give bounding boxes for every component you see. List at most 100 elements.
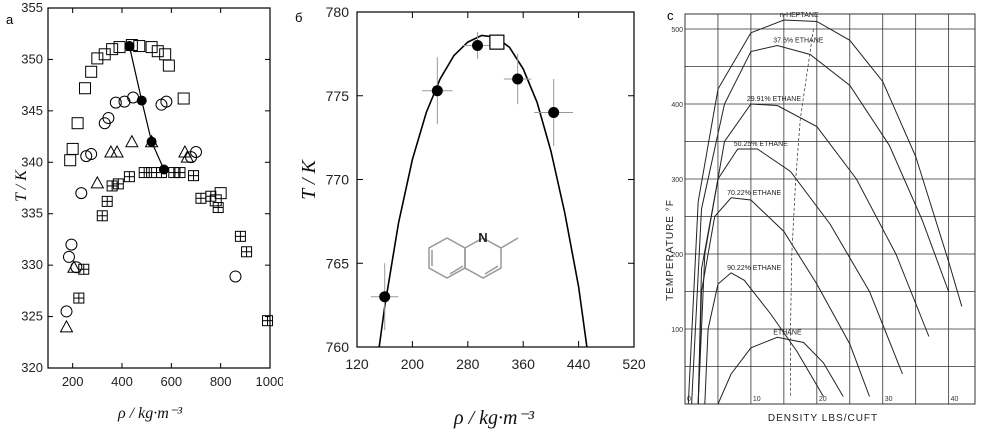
y-tick-label: 100 xyxy=(671,327,683,334)
series-label: 50.25% ETHANE xyxy=(734,141,788,148)
crossed-square-point xyxy=(188,170,200,182)
series-line xyxy=(687,19,963,405)
quinaldine-structure-icon xyxy=(428,237,519,279)
panel-b: б 760 765 770 775 780 120 200 280 360 440 520 N T … xyxy=(289,0,657,444)
crossed-square-point xyxy=(78,263,90,275)
series-label: ETHANE xyxy=(773,329,802,336)
open-square-point xyxy=(214,187,227,200)
open-square-point xyxy=(71,117,84,130)
chart-a-marks xyxy=(59,39,274,333)
panel-a-label: a xyxy=(6,12,14,27)
filled-circle-point xyxy=(136,95,147,106)
x-tick-label: 440 xyxy=(567,356,591,372)
crossed-square-point xyxy=(234,230,246,242)
crossed-square-point xyxy=(205,190,217,202)
chart-a-ylabel: T / K xyxy=(13,169,30,202)
y-tick-label: 760 xyxy=(326,339,350,355)
y-tick-label: 300 xyxy=(671,177,683,184)
open-square-point xyxy=(145,41,158,54)
y-tick-label: 320 xyxy=(21,360,43,375)
x-tick-label: 20 xyxy=(819,396,827,403)
crossed-square-point xyxy=(212,202,224,214)
filled-circle-point xyxy=(379,291,391,303)
open-triangle-point xyxy=(90,175,105,189)
crossed-square-point xyxy=(112,178,124,190)
open-circle-point xyxy=(190,146,202,158)
y-tick-label: 770 xyxy=(326,172,350,188)
series-label: 29.91% ETHANE xyxy=(747,96,801,103)
open-circle-point xyxy=(109,96,122,109)
chart-b-axes: 760 765 770 775 780 120 200 280 360 440 520 xyxy=(326,4,646,372)
open-circle-point xyxy=(75,187,88,200)
series-line xyxy=(717,336,844,405)
chart-a-svg: a 320 325 330 335 340 345 350 355 200 400 600 800 10… xyxy=(0,0,283,444)
nitrogen-atom-label: N xyxy=(478,230,487,245)
x-tick-label: 280 xyxy=(456,356,480,372)
x-tick-label: 360 xyxy=(512,356,536,372)
open-triangle-point xyxy=(125,134,139,148)
fit-curve xyxy=(378,34,588,348)
x-tick-label: 10 xyxy=(753,396,761,403)
chart-c-marks: n-HEPTANE 37.6% ETHANE 29.91% ETHANE 50.25%… xyxy=(687,12,963,405)
y-tick-label: 350 xyxy=(21,51,43,66)
series-line xyxy=(697,197,870,405)
filled-circle-point xyxy=(548,107,560,118)
open-circle-point xyxy=(85,148,98,161)
x-tick-label: 40 xyxy=(951,396,959,403)
y-tick-label: 355 xyxy=(21,0,43,15)
x-tick-label: 200 xyxy=(401,356,425,372)
x-tick-label: 800 xyxy=(210,374,232,389)
chart-b-xlabel: ρ / kg·m⁻³ xyxy=(453,407,535,429)
chart-c-ylabel: TEMPERATURE °F xyxy=(665,199,676,301)
y-tick-label: 330 xyxy=(21,257,43,272)
series-label: 90.22% ETHANE xyxy=(727,265,781,272)
chart-b-svg: б 760 765 770 775 780 120 200 280 360 440 520 N T … xyxy=(289,0,657,444)
filled-circle-point xyxy=(158,164,169,175)
open-triangle-point xyxy=(180,150,195,163)
panel-b-label: б xyxy=(295,10,302,25)
x-tick-label: 400 xyxy=(111,374,133,389)
chart-a-axes: 320 325 330 335 340 345 350 355 200 400 600 800 1000 xyxy=(21,0,283,389)
open-square-point xyxy=(85,65,98,78)
open-square-point xyxy=(151,45,164,58)
open-circle-point xyxy=(102,112,115,125)
x-tick-label: 30 xyxy=(885,396,893,403)
filled-circle-point xyxy=(124,41,135,52)
series-line xyxy=(697,148,903,405)
open-square-point xyxy=(106,43,119,56)
open-circle-point xyxy=(62,250,75,263)
filled-circle-point xyxy=(512,73,524,85)
open-circle-point xyxy=(65,238,78,251)
open-circle-point xyxy=(229,270,242,283)
crossed-square-point xyxy=(174,167,186,179)
critical-locus-line xyxy=(790,28,814,397)
filled-circle-point xyxy=(431,85,443,97)
crossed-square-point xyxy=(73,292,85,304)
crossed-square-point xyxy=(123,171,135,183)
open-square-point xyxy=(162,59,175,72)
series-line xyxy=(691,44,950,405)
y-tick-label: 400 xyxy=(671,102,683,109)
open-square-point xyxy=(177,92,190,105)
y-tick-label: 765 xyxy=(326,255,350,271)
y-tick-label: 200 xyxy=(671,252,683,259)
crossed-square-point xyxy=(96,210,108,222)
series-label: 70.22% ETHANE xyxy=(727,190,781,197)
panel-c-label: c xyxy=(667,8,674,23)
series-label: 37.6% ETHANE xyxy=(773,38,824,45)
filled-circle-point xyxy=(471,40,483,51)
chart-b-ylabel: T / K xyxy=(298,159,320,200)
open-square-point xyxy=(489,34,505,50)
crossed-square-point xyxy=(101,195,113,207)
open-square-point xyxy=(66,142,79,155)
open-circle-point xyxy=(160,95,173,108)
crossed-square-point xyxy=(262,315,274,327)
y-tick-label: 335 xyxy=(21,206,43,221)
open-square-point xyxy=(79,82,91,95)
open-circle-point xyxy=(80,150,93,163)
x-tick-label: 120 xyxy=(345,356,369,372)
open-triangle-point xyxy=(110,144,124,158)
chart-c-xlabel: DENSITY LBS/CUFT xyxy=(768,413,878,424)
filled-circle-point xyxy=(146,136,157,147)
